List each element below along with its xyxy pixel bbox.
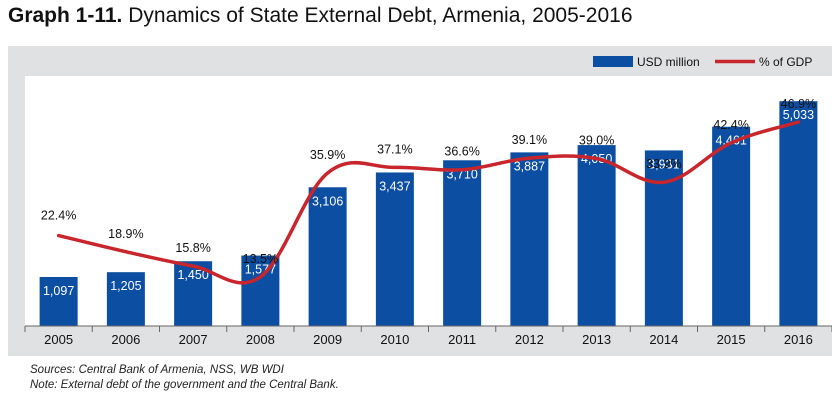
bar-2011 <box>443 160 482 326</box>
legend-label-usd: USD million <box>637 55 700 69</box>
bar-value-label-2012: 3,887 <box>514 159 545 173</box>
x-tick-label-2007: 2007 <box>179 332 208 347</box>
bar-2015 <box>712 126 751 326</box>
x-tick-label-2009: 2009 <box>313 332 342 347</box>
legend: USD million % of GDP <box>593 55 812 69</box>
chart-notes: Sources: Central Bank of Armenia, NSS, W… <box>30 363 339 393</box>
bar-value-label-2010: 3,437 <box>379 179 410 193</box>
x-tick-label-2014: 2014 <box>649 332 678 347</box>
plot-area <box>25 76 832 326</box>
chart-title-prefix: Graph 1-11. <box>8 4 123 27</box>
bar-2006 <box>106 272 145 326</box>
gdp-share-label-2010: 37.1% <box>377 142 412 156</box>
x-tick-label-2012: 2012 <box>515 332 544 347</box>
x-tick-label-2011: 2011 <box>448 332 476 347</box>
bar-value-label-2015: 4,461 <box>715 134 746 148</box>
gdp-share-label-2008: 13.5% <box>243 252 278 266</box>
gdp-share-label-2015: 42.4% <box>713 118 748 132</box>
bar-2010 <box>375 172 414 326</box>
bar-2012 <box>510 152 549 326</box>
gdp-share-label-2006: 18.9% <box>108 227 143 241</box>
x-tick-label-2006: 2006 <box>111 332 140 347</box>
bar-2009 <box>308 187 347 326</box>
x-tick-label-2016: 2016 <box>784 332 813 347</box>
bar-value-label-2016: 5,033 <box>783 108 814 122</box>
x-tick-label-2010: 2010 <box>380 332 409 347</box>
gdp-share-label-2014: 33.9% <box>646 157 681 171</box>
gdp-share-label-2013: 39.0% <box>579 134 614 148</box>
gdp-share-label-2007: 15.8% <box>175 241 210 255</box>
gdp-share-label-2009: 35.9% <box>310 148 345 162</box>
bar-value-label-2005: 1,097 <box>43 284 74 298</box>
x-tick-label-2015: 2015 <box>717 332 746 347</box>
chart-title-text: Dynamics of State External Debt, Armenia… <box>128 4 633 27</box>
x-tick-label-2005: 2005 <box>44 332 73 347</box>
bar-value-label-2008: 1,577 <box>245 263 276 277</box>
legend-swatch-usd <box>593 56 633 67</box>
footnote: Note: External debt of the government an… <box>30 379 339 391</box>
sources-note: Sources: Central Bank of Armenia, NSS, W… <box>30 364 284 376</box>
bar-value-label-2007: 1,450 <box>177 268 208 282</box>
legend-label-gdp: % of GDP <box>759 55 812 69</box>
bar-2013 <box>577 145 616 326</box>
bar-value-label-2014: 3,931 <box>648 157 679 171</box>
x-tick-label-2013: 2013 <box>582 332 611 347</box>
gdp-share-label-2011: 36.6% <box>444 145 479 159</box>
gdp-share-line <box>56 120 801 285</box>
bar-2005 <box>39 277 78 326</box>
bar-value-label-2009: 3,106 <box>312 194 343 208</box>
bar-value-label-2006: 1,205 <box>110 279 141 293</box>
gdp-share-label-2016: 46.9% <box>781 97 816 111</box>
gdp-share-label-2012: 39.1% <box>512 133 547 147</box>
bar-2008 <box>241 255 280 326</box>
gdp-share-label-2005: 22.4% <box>41 209 76 223</box>
bar-2016 <box>779 101 818 327</box>
bar-2007 <box>174 261 213 326</box>
chart-panel: 1,097 1,205 1,450 1,577 3,106 3,437 3,710 3,887… <box>8 46 832 356</box>
chart-title: Graph 1-11. Dynamics of State External D… <box>8 4 633 28</box>
x-tick-label-2008: 2008 <box>246 332 275 347</box>
